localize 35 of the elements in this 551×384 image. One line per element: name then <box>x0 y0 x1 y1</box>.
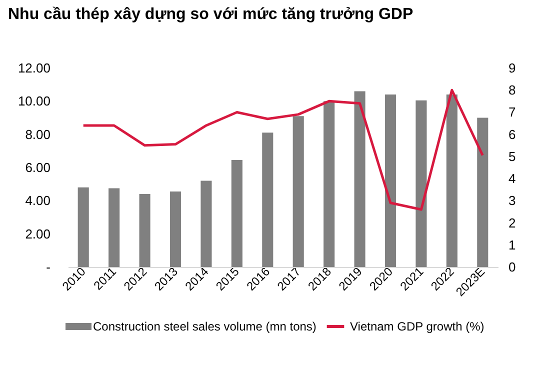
bar <box>139 194 150 267</box>
legend-label: Construction steel sales volume (mn tons) <box>93 320 316 334</box>
bar <box>477 118 488 267</box>
y2-tick-label: 4 <box>508 171 516 186</box>
bar <box>231 160 242 267</box>
chart-title: Nhu cầu thép xây dựng so với mức tăng trưởng GDP <box>8 6 414 23</box>
y2-tick-label: 6 <box>508 126 516 142</box>
bar <box>292 116 304 267</box>
y2-tick-label: 9 <box>508 60 516 76</box>
y-tick-label: - <box>46 260 50 274</box>
y2-tick-label: 3 <box>508 193 516 208</box>
bar <box>354 91 366 267</box>
bar <box>446 94 458 267</box>
y2-tick-label: 7 <box>508 104 516 120</box>
bar <box>262 132 274 267</box>
y2-tick-label: 1 <box>508 237 516 252</box>
y-tick-label: 8.00 <box>25 126 50 142</box>
y2-tick-label: 8 <box>508 82 516 98</box>
bar <box>200 180 212 267</box>
y-tick-label: 12.00 <box>18 60 50 76</box>
y-tick-label: 6.00 <box>25 160 50 175</box>
bar <box>416 100 427 267</box>
bar <box>324 101 335 267</box>
y2-tick-label: 2 <box>508 215 516 230</box>
bar <box>384 94 396 267</box>
bar <box>78 187 89 267</box>
y-tick-label: 4.00 <box>25 193 50 208</box>
bar <box>108 188 120 267</box>
line-series <box>82 88 484 211</box>
bar <box>170 192 182 267</box>
y2-tick-label: 5 <box>508 148 516 164</box>
y2-tick-label: 0 <box>508 260 516 274</box>
y-tick-label: 10.00 <box>18 94 50 109</box>
legend-label: Vietnam GDP growth (%) <box>350 320 484 334</box>
y-tick-label: 2.00 <box>25 226 50 242</box>
